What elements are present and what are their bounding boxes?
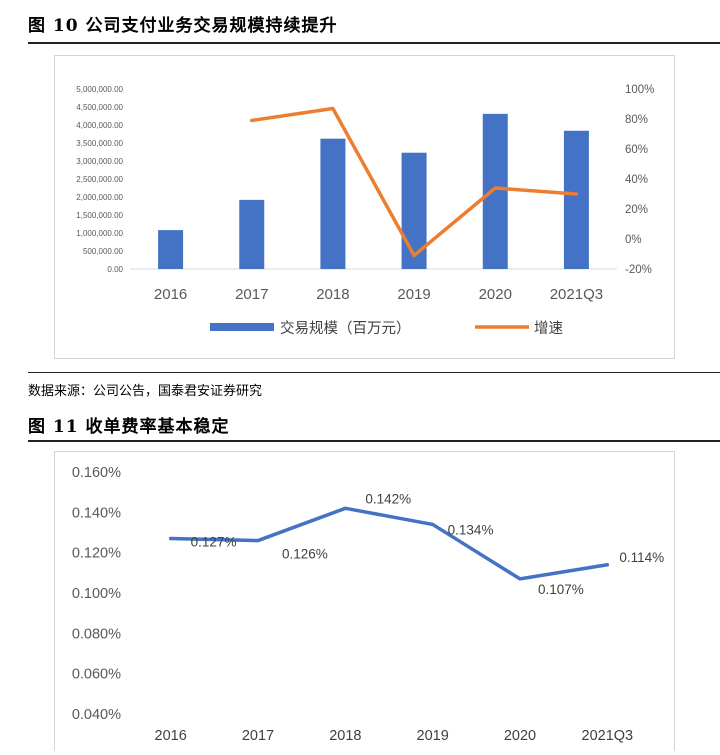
line-growth-rate	[250, 106, 579, 258]
y-left-tick-label: 0.00	[107, 265, 123, 274]
data-label-fee-rate: 0.126%	[282, 547, 328, 562]
y-left-tick-label: 3,000,000.00	[76, 157, 123, 166]
bar-trade-volume	[563, 130, 589, 269]
y-left-tick-label: 1,000,000.00	[76, 229, 123, 238]
y-right-tick-label: 100%	[625, 84, 654, 96]
y-left-tick-label: 5,000,000.00	[76, 85, 123, 94]
data-label-fee-rate: 0.114%	[619, 550, 664, 565]
figure-10-title: 图 10 公司支付业务交易规模持续提升	[28, 16, 338, 36]
figure-10-title-rule	[28, 42, 720, 44]
figure-11-title-rule	[28, 440, 720, 442]
y-left-tick-label: 1,500,000.00	[76, 211, 123, 220]
y-tick-label: 0.060%	[72, 667, 121, 683]
x-tick-label: 2019	[397, 286, 430, 303]
data-label-fee-rate: 0.134%	[448, 522, 494, 537]
bar-trade-volume	[239, 199, 265, 269]
y-right-tick-label: 40%	[625, 174, 648, 186]
y-tick-label: 0.100%	[72, 586, 121, 602]
y-right-tick-label: 80%	[625, 114, 648, 126]
y-tick-label: 0.140%	[72, 505, 121, 521]
bar-trade-volume	[320, 138, 346, 269]
bar-trade-volume	[482, 113, 508, 269]
chart-11-frame: 0.040% 0.060% 0.080% 0.100% 0.120% 0.140% 0.16…	[54, 451, 675, 751]
chart-10-frame: 0.00 500,000.00 1,000,000.00 1,500,000.00 2,…	[54, 55, 675, 359]
y-tick-label: 0.040%	[72, 707, 121, 723]
y-tick-label: 0.080%	[72, 626, 121, 642]
x-tick-label: 2018	[329, 728, 361, 744]
y-right-tick-label: 60%	[625, 144, 648, 156]
x-tick-label: 2018	[316, 286, 349, 303]
x-tick-label: 2016	[154, 286, 187, 303]
x-tick-label: 2017	[242, 728, 274, 744]
x-tick-label: 2020	[504, 728, 536, 744]
data-label-fee-rate: 0.127%	[191, 535, 237, 550]
y-tick-label: 0.120%	[72, 546, 121, 562]
legend-label-growth-rate: 增速	[534, 320, 563, 337]
y-right-tick-label: 20%	[625, 204, 648, 216]
chart-11-svg: 0.040% 0.060% 0.080% 0.100% 0.120% 0.140% 0.16…	[72, 465, 664, 744]
x-tick-label: 2016	[155, 728, 187, 744]
data-label-fee-rate: 0.107%	[538, 582, 584, 597]
figure-10-bottom-rule	[28, 372, 720, 373]
y-left-tick-label: 4,000,000.00	[76, 121, 123, 130]
figure-11-title: 图 11 收单费率基本稳定	[28, 417, 230, 437]
y-tick-label: 0.160%	[72, 465, 121, 481]
y-left-tick-label: 3,500,000.00	[76, 139, 123, 148]
y-right-tick-label: -20%	[625, 264, 652, 276]
legend-swatch-trade-volume	[210, 323, 274, 331]
bar-trade-volume	[401, 152, 427, 269]
figure-10-source: 数据来源：公司公告，国泰君安证券研究	[28, 384, 263, 399]
y-left-tick-label: 500,000.00	[83, 247, 124, 256]
y-left-tick-label: 4,500,000.00	[76, 103, 123, 112]
data-label-fee-rate: 0.142%	[365, 491, 411, 506]
y-right-tick-label: 0%	[625, 234, 642, 246]
legend-label-trade-volume: 交易规模（百万元）	[280, 319, 411, 337]
chart-10-svg: 0.00 500,000.00 1,000,000.00 1,500,000.00 2,…	[76, 84, 654, 337]
x-tick-label: 2017	[235, 286, 268, 303]
y-left-tick-label: 2,500,000.00	[76, 175, 123, 184]
x-tick-label: 2019	[417, 728, 449, 744]
x-tick-label: 2021Q3	[550, 286, 603, 303]
x-tick-label: 2020	[479, 286, 512, 303]
bar-trade-volume	[158, 230, 184, 269]
line-fee-rate	[168, 506, 610, 581]
x-tick-label: 2021Q3	[582, 728, 634, 744]
y-left-tick-label: 2,000,000.00	[76, 193, 123, 202]
